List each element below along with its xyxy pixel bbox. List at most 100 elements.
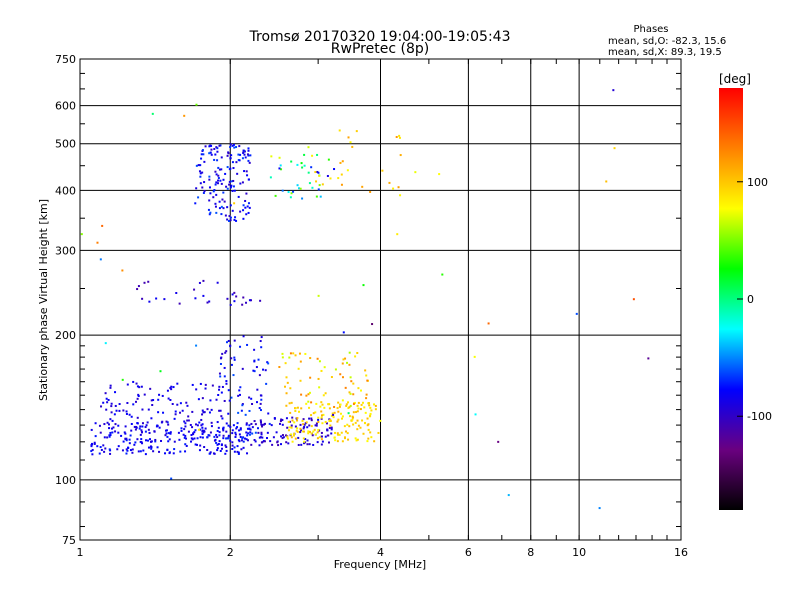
data-point (647, 357, 650, 360)
data-point (210, 421, 213, 424)
data-point (178, 438, 181, 441)
data-point (154, 440, 157, 443)
x-tick-label: 4 (377, 546, 384, 559)
data-point (210, 153, 213, 156)
data-point (306, 443, 309, 446)
data-point (267, 412, 270, 415)
data-point (342, 331, 345, 334)
data-point (317, 188, 320, 191)
data-point (314, 411, 317, 414)
data-point (302, 423, 305, 426)
data-point (180, 427, 183, 430)
data-point (235, 146, 238, 149)
data-point (157, 411, 160, 414)
data-point (322, 394, 325, 397)
data-point (313, 428, 316, 431)
y-tick-label: 100 (55, 474, 76, 487)
data-point (349, 404, 352, 407)
data-point (294, 354, 297, 357)
data-point (367, 437, 370, 440)
data-point (104, 392, 107, 395)
data-point (195, 388, 198, 391)
data-point (315, 424, 318, 427)
data-point (284, 385, 287, 388)
data-point (300, 429, 303, 432)
data-point (170, 388, 173, 391)
data-point (234, 216, 237, 219)
data-point (193, 431, 196, 434)
data-point (219, 179, 222, 182)
data-point (230, 396, 233, 399)
data-point (305, 421, 308, 424)
data-point (150, 446, 153, 449)
data-point (327, 403, 330, 406)
data-point (237, 394, 240, 397)
data-point (317, 377, 320, 380)
data-point (240, 439, 243, 442)
data-point (317, 294, 320, 297)
data-point (133, 425, 136, 428)
data-point (305, 394, 308, 397)
data-point (370, 436, 373, 439)
data-point (187, 430, 190, 433)
data-point (179, 402, 182, 405)
data-point (333, 405, 336, 408)
data-point (314, 424, 317, 427)
data-point (210, 144, 213, 147)
data-point (129, 434, 132, 437)
data-point (215, 173, 218, 176)
data-point (242, 150, 245, 153)
data-point (347, 136, 350, 139)
data-point (310, 401, 313, 404)
data-point (143, 281, 146, 284)
data-point (308, 417, 311, 420)
data-point (299, 423, 302, 426)
data-point (357, 407, 360, 410)
data-point (270, 424, 273, 427)
data-point (367, 428, 370, 431)
data-point (252, 369, 255, 372)
data-point (140, 438, 143, 441)
data-point (331, 412, 334, 415)
data-point (266, 361, 269, 364)
data-point (130, 422, 133, 425)
data-point (338, 129, 341, 132)
data-point (225, 437, 228, 440)
data-point (281, 356, 284, 359)
data-point (109, 434, 112, 437)
data-point (245, 170, 248, 173)
data-point (208, 199, 211, 202)
data-point (352, 402, 355, 405)
data-point (173, 448, 176, 451)
data-point (326, 174, 329, 177)
data-point (349, 392, 352, 395)
data-point (271, 443, 274, 446)
data-point (363, 406, 366, 409)
data-point (220, 168, 223, 171)
data-point (281, 189, 284, 192)
data-point (214, 202, 217, 205)
data-point (164, 434, 167, 437)
data-point (96, 445, 99, 448)
data-point (362, 284, 365, 287)
data-point (392, 187, 395, 190)
data-point (320, 401, 323, 404)
data-point (308, 391, 311, 394)
data-point (179, 450, 182, 453)
data-point (218, 385, 221, 388)
data-point (202, 294, 205, 297)
data-point (179, 411, 182, 414)
data-point (121, 269, 124, 272)
data-point (199, 182, 202, 185)
data-point (321, 403, 324, 406)
data-point (222, 426, 225, 429)
data-point (328, 426, 331, 429)
data-point (224, 214, 227, 217)
data-point (242, 440, 245, 443)
data-point (107, 398, 110, 401)
data-point (369, 412, 372, 415)
data-point (135, 425, 138, 428)
data-point (204, 427, 207, 430)
data-point (112, 426, 115, 429)
data-point (216, 449, 219, 452)
